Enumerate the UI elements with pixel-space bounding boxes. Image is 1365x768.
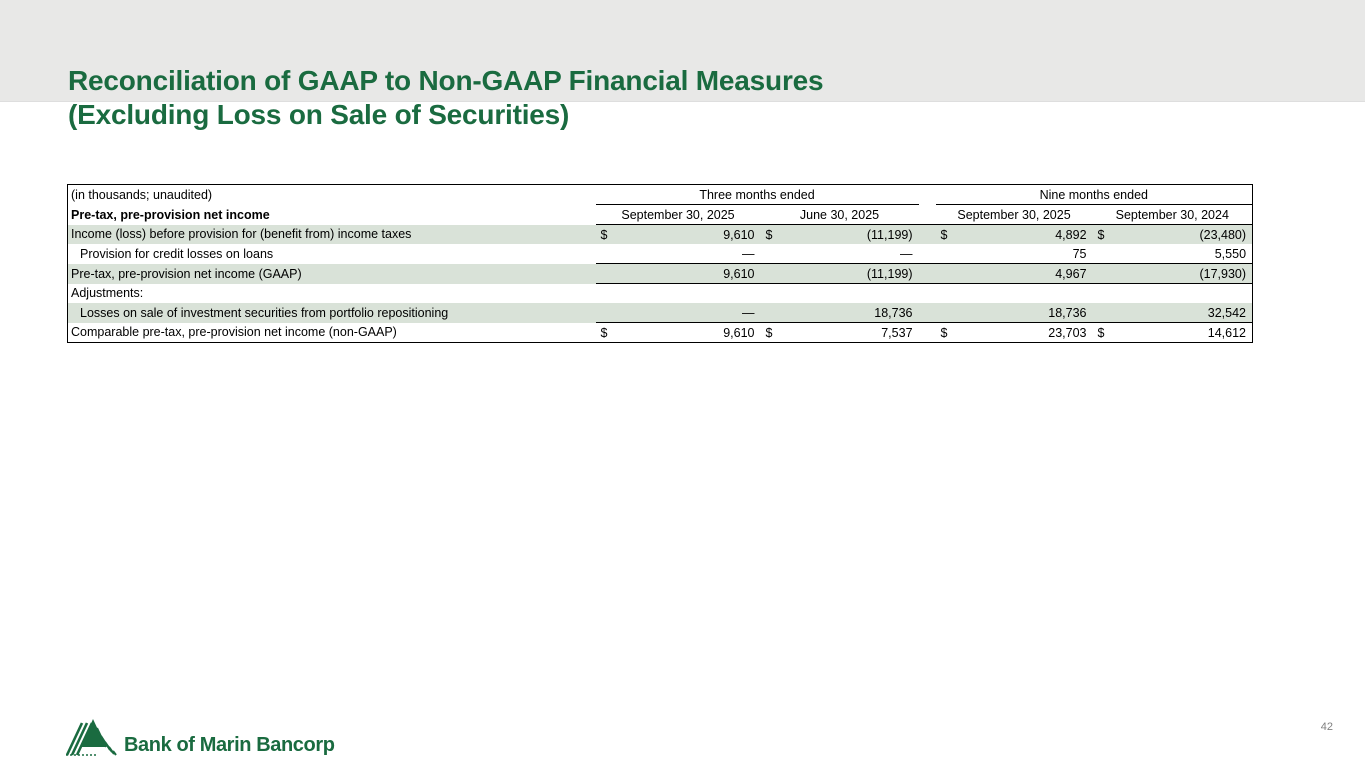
reconciliation-table: (in thousands; unaudited) Three months e… bbox=[67, 184, 1254, 343]
column-gap bbox=[918, 204, 936, 225]
group-header-nine-months: Nine months ended bbox=[935, 184, 1253, 205]
row-label: Income (loss) before provision for (bene… bbox=[67, 224, 596, 244]
value: 23,703 bbox=[1048, 325, 1087, 340]
cell-value bbox=[936, 284, 1093, 304]
row-label: Pre-tax, pre-provision net income (GAAP) bbox=[67, 263, 596, 284]
cell-value: $14,612 bbox=[1093, 323, 1253, 343]
value: (23,480) bbox=[1199, 227, 1247, 242]
table-row: Adjustments: bbox=[68, 284, 1253, 304]
column-header: June 30, 2025 bbox=[760, 204, 919, 225]
footer-logo: Bank of Marin Bancorp bbox=[65, 714, 335, 761]
column-header: September 30, 2025 bbox=[935, 204, 1093, 225]
table-row: Pre-tax, pre-provision net income (GAAP)… bbox=[67, 263, 1253, 284]
currency-symbol: $ bbox=[765, 227, 773, 242]
section-header: Pre-tax, pre-provision net income bbox=[71, 207, 270, 222]
value: 14,612 bbox=[1207, 325, 1247, 340]
cell-value: $7,537 bbox=[761, 323, 919, 343]
cell-value: — bbox=[595, 244, 761, 264]
column-gap bbox=[918, 303, 936, 323]
cell-value: (17,930) bbox=[1092, 263, 1253, 284]
table-row: Comparable pre-tax, pre-provision net in… bbox=[68, 323, 1253, 343]
column-header: September 30, 2025 bbox=[595, 204, 761, 225]
currency-symbol: $ bbox=[940, 325, 948, 340]
cell-value: 18,736 bbox=[760, 303, 919, 323]
cell-value: $9,610 bbox=[596, 323, 761, 343]
slide-title-line2: (Excluding Loss on Sale of Securities) bbox=[68, 99, 570, 130]
cell-value: — bbox=[760, 244, 919, 264]
slide-title: Reconciliation of GAAP to Non-GAAP Finan… bbox=[68, 64, 968, 132]
column-gap bbox=[919, 284, 936, 304]
gaap-reconciliation-table: (in thousands; unaudited) Three months e… bbox=[67, 184, 1254, 343]
logo-text: Bank of Marin Bancorp bbox=[124, 734, 335, 756]
cell-value: $4,892 bbox=[935, 224, 1093, 244]
cell-value: 32,542 bbox=[1092, 303, 1253, 323]
cell-value: 9,610 bbox=[595, 263, 761, 284]
slide-title-line1: Reconciliation of GAAP to Non-GAAP Finan… bbox=[68, 65, 824, 96]
mountain-logo-icon bbox=[65, 714, 118, 761]
group-header-row: (in thousands; unaudited) Three months e… bbox=[68, 184, 1253, 205]
currency-symbol: $ bbox=[1097, 227, 1105, 242]
row-label: Provision for credit losses on loans bbox=[80, 246, 274, 261]
header-band bbox=[0, 0, 1365, 102]
currency-symbol: $ bbox=[600, 227, 608, 242]
cell-value: 75 bbox=[935, 244, 1093, 264]
table-row: Income (loss) before provision for (bene… bbox=[67, 224, 1253, 244]
column-gap bbox=[918, 224, 936, 244]
cell-value bbox=[596, 284, 761, 304]
row-label: Adjustments: bbox=[71, 286, 144, 301]
row-label: Losses on sale of investment securities … bbox=[67, 303, 596, 323]
currency-symbol: $ bbox=[1097, 325, 1105, 340]
value: (11,199) bbox=[866, 227, 913, 242]
table-note: (in thousands; unaudited) bbox=[71, 187, 213, 202]
cell-value bbox=[761, 284, 919, 304]
cell-value: $ (23,480) bbox=[1092, 224, 1253, 244]
currency-symbol: $ bbox=[940, 227, 948, 242]
currency-symbol: $ bbox=[765, 325, 773, 340]
value: 7,537 bbox=[881, 325, 913, 340]
table-row: Losses on sale of investment securities … bbox=[67, 303, 1253, 323]
cell-value: 18,736 bbox=[935, 303, 1093, 323]
currency-symbol: $ bbox=[600, 325, 608, 340]
row-label: Comparable pre-tax, pre-provision net in… bbox=[71, 325, 397, 340]
cell-value: $ (11,199) bbox=[760, 224, 919, 244]
column-header-row: Pre-tax, pre-provision net income Septem… bbox=[68, 204, 1253, 225]
column-gap bbox=[919, 185, 936, 205]
page-number: 42 bbox=[1320, 721, 1333, 733]
value: 9,610 bbox=[723, 227, 755, 242]
table-row: Provision for credit losses on loans — —… bbox=[68, 244, 1253, 264]
column-header: September 30, 2024 bbox=[1092, 204, 1253, 225]
column-gap bbox=[918, 244, 936, 264]
group-header-three-months: Three months ended bbox=[595, 184, 919, 205]
cell-value: $9,610 bbox=[595, 224, 761, 244]
cell-value: 5,550 bbox=[1092, 244, 1253, 264]
cell-value: — bbox=[595, 303, 761, 323]
value: 4,892 bbox=[1055, 227, 1087, 242]
cell-value: $23,703 bbox=[936, 323, 1093, 343]
cell-value bbox=[1093, 284, 1253, 304]
column-gap bbox=[918, 263, 936, 284]
value: 9,610 bbox=[723, 325, 755, 340]
cell-value: (11,199) bbox=[760, 263, 919, 284]
column-gap bbox=[919, 323, 936, 343]
cell-value: 4,967 bbox=[935, 263, 1093, 284]
